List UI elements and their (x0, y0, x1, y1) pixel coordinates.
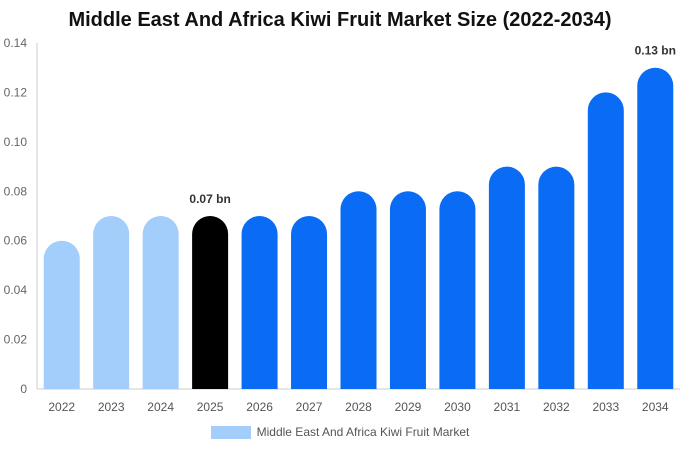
chart-title: Middle East And Africa Kiwi Fruit Market… (68, 9, 612, 31)
y-tick-label: 0.02 (4, 333, 28, 347)
bar (637, 67, 674, 389)
bar (43, 240, 80, 389)
y-tick-label: 0.06 (4, 234, 28, 248)
y-tick-label: 0.14 (4, 36, 28, 50)
legend-swatch (210, 425, 251, 439)
y-tick-label: 0.12 (4, 85, 28, 99)
x-tick-label: 2031 (494, 400, 521, 414)
y-tick-label: 0 (20, 382, 27, 396)
bar (93, 216, 130, 389)
x-tick-label: 2024 (147, 400, 174, 414)
x-tick-label: 2033 (592, 400, 619, 414)
bar (587, 92, 624, 389)
bar (192, 216, 229, 389)
x-tick-label: 2032 (543, 400, 570, 414)
legend: Middle East And Africa Kiwi Fruit Market (0, 425, 680, 439)
bar (488, 166, 525, 389)
x-tick-label: 2034 (642, 400, 669, 414)
y-tick-label: 0.08 (4, 184, 28, 198)
x-tick-label: 2029 (395, 400, 422, 414)
x-tick-label: 2028 (345, 400, 372, 414)
bar-chart: 0 0.02 0.04 0.06 0.08 0.10 0.12 0.14 2022 2023 202… (4, 36, 680, 414)
legend-label[interactable]: Middle East And Africa Kiwi Fruit Market (256, 425, 470, 439)
x-tick-label: 2025 (197, 400, 224, 414)
y-tick-label: 0.04 (4, 283, 28, 297)
data-label: 0.07 bn (189, 192, 230, 206)
x-tick-label: 2030 (444, 400, 471, 414)
bar (142, 216, 179, 389)
bar (389, 191, 426, 389)
bar (241, 216, 278, 389)
bar (340, 191, 377, 389)
x-tick-label: 2027 (296, 400, 323, 414)
x-tick-label: 2022 (48, 400, 75, 414)
y-tick-label: 0.10 (4, 135, 28, 149)
bar (291, 216, 328, 389)
x-tick-label: 2026 (246, 400, 273, 414)
x-tick-label: 2023 (98, 400, 125, 414)
data-label: 0.13 bn (635, 44, 676, 58)
bar (439, 191, 476, 389)
bar (538, 166, 575, 389)
